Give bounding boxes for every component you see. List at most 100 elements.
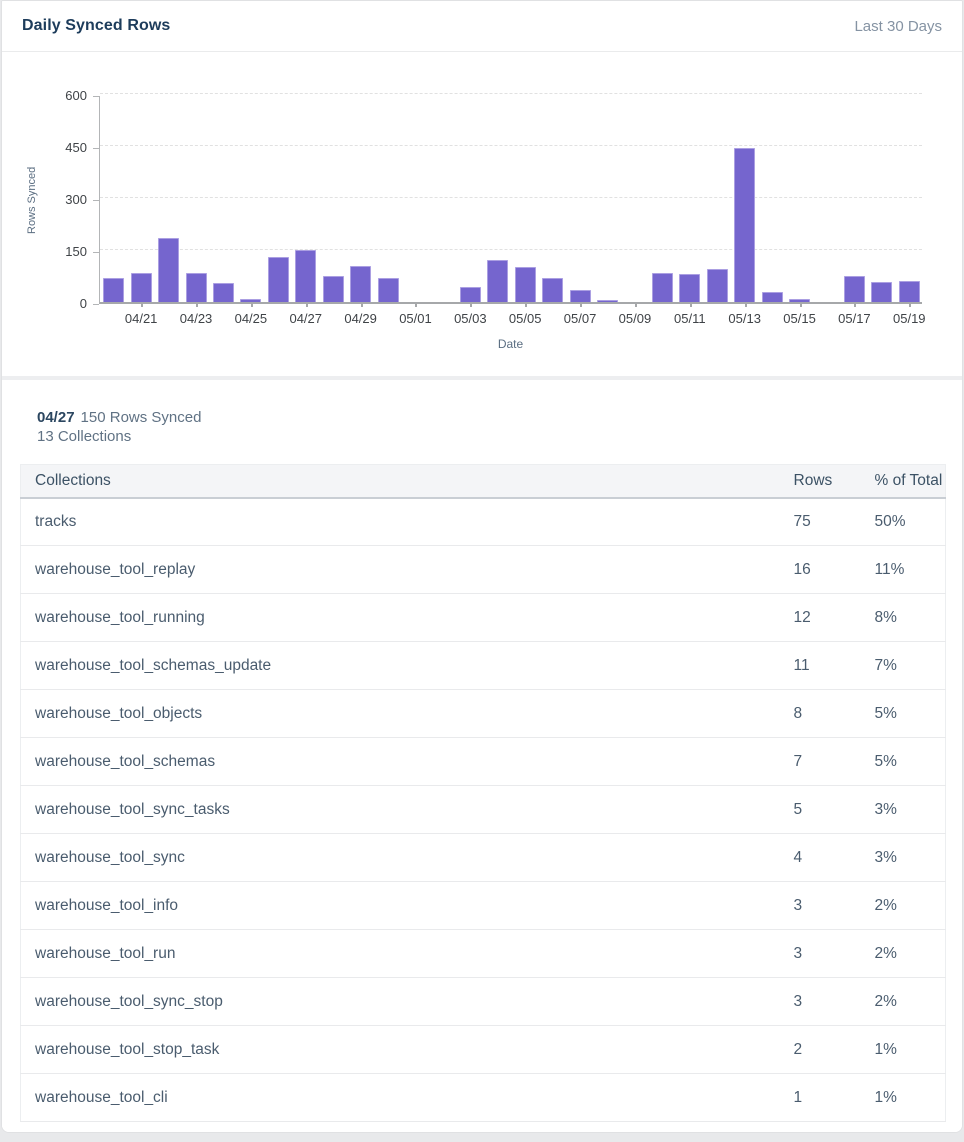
y-tick-label: 0: [79, 296, 87, 311]
table-row: warehouse_tool_sync 4 3%: [20, 833, 946, 882]
bar-04/29[interactable]: [350, 265, 372, 302]
bar-05/07[interactable]: [569, 289, 591, 302]
bar-04/21[interactable]: [130, 272, 152, 302]
table-header-row: Collections Rows % of Total: [20, 464, 946, 499]
gridline: [100, 93, 922, 94]
x-tick-label: 05/13: [728, 311, 761, 326]
x-tick-label: 05/09: [618, 311, 652, 326]
y-tick-label: 300: [65, 192, 87, 207]
day-summary: 04/27 150 Rows Synced 13 Collections: [37, 408, 201, 446]
collection-name-cell: warehouse_tool_schemas_update: [20, 641, 780, 690]
bar-05/05[interactable]: [514, 267, 536, 302]
column-header-pct-of-total: % of Total: [860, 464, 946, 499]
x-tick-label: 04/29: [344, 311, 377, 326]
pct-of-total-cell: 50%: [860, 497, 946, 546]
bar-04/30[interactable]: [377, 277, 399, 302]
table-row: tracks 75 50%: [20, 497, 946, 546]
collection-name-cell: warehouse_tool_running: [20, 593, 780, 642]
bar-04/24[interactable]: [212, 282, 234, 302]
rows-count-cell: 12: [779, 593, 861, 642]
collection-name-cell: warehouse_tool_sync_stop: [20, 977, 780, 1026]
x-tick-mark: [196, 302, 199, 307]
x-tick-mark: [909, 302, 912, 307]
pct-of-total-cell: 5%: [860, 689, 946, 738]
y-tick-label: 150: [65, 244, 87, 259]
pct-of-total-cell: 2%: [860, 881, 946, 930]
table-row: warehouse_tool_objects 8 5%: [20, 689, 946, 738]
bar-05/18[interactable]: [871, 281, 893, 302]
bar-04/26[interactable]: [267, 256, 289, 302]
y-tick-mark: [93, 148, 99, 149]
bar-05/12[interactable]: [706, 269, 728, 302]
bar-05/14[interactable]: [761, 291, 783, 302]
bar-05/13[interactable]: [734, 147, 756, 302]
bar-05/06[interactable]: [542, 277, 564, 302]
x-tick-mark: [360, 302, 363, 307]
x-tick-label: 05/15: [783, 311, 816, 326]
rows-count-cell: 2: [779, 1025, 861, 1074]
plot-area: 04/21 04/23 04/25 04/27 04/29 05/01 05/03 05/05…: [99, 93, 926, 326]
collection-name-cell: warehouse_tool_replay: [20, 545, 780, 594]
rows-count-cell: 7: [779, 737, 861, 786]
rows-count-cell: 3: [779, 977, 861, 1026]
x-tick-mark: [525, 302, 528, 307]
rows-count-cell: 5: [779, 785, 861, 834]
collection-name-cell: warehouse_tool_schemas: [20, 737, 780, 786]
bar-05/15[interactable]: [789, 298, 811, 302]
collections-table-body: tracks 75 50% warehouse_tool_replay 16 11% war…: [20, 497, 946, 1122]
bar-04/27[interactable]: [295, 250, 317, 302]
table-row: warehouse_tool_replay 16 11%: [20, 545, 946, 594]
x-tick-mark: [689, 302, 692, 307]
table-row: warehouse_tool_schemas_update 11 7%: [20, 641, 946, 690]
x-tick-mark: [634, 302, 637, 307]
x-tick-mark: [250, 302, 253, 307]
rows-count-cell: 1: [779, 1073, 861, 1122]
table-row: warehouse_tool_schemas 7 5%: [20, 737, 946, 786]
x-tick-mark: [305, 302, 308, 307]
day-collections-count-label: 13 Collections: [37, 428, 132, 445]
gridline: [100, 145, 922, 146]
y-tick-mark: [93, 252, 99, 253]
bar-05/03[interactable]: [459, 287, 481, 302]
y-tick-label: 450: [65, 140, 87, 155]
bar-04/25[interactable]: [240, 298, 262, 302]
bar-04/20[interactable]: [103, 277, 125, 302]
y-tick-mark: [93, 96, 99, 97]
rows-count-cell: 16: [779, 545, 861, 594]
card-header: Daily Synced Rows Last 30 Days: [2, 1, 962, 52]
collection-name-cell: warehouse_tool_sync_tasks: [20, 785, 780, 834]
bar-05/11[interactable]: [679, 274, 701, 302]
pct-of-total-cell: 7%: [860, 641, 946, 690]
x-tick-mark: [141, 302, 144, 307]
x-tick-label: 04/21: [124, 311, 158, 326]
bar-05/04[interactable]: [487, 260, 509, 302]
rows-count-cell: 4: [779, 833, 861, 882]
bar-04/23[interactable]: [185, 272, 207, 302]
x-tick-mark: [799, 302, 802, 307]
section-divider: [2, 376, 962, 380]
bar-04/28[interactable]: [322, 276, 344, 302]
bar-05/08[interactable]: [597, 300, 619, 302]
x-tick-label: 04/23: [179, 311, 213, 326]
collections-table: Collections Rows % of Total tracks 75 50% w…: [20, 464, 946, 1122]
pct-of-total-cell: 8%: [860, 593, 946, 642]
table-row: warehouse_tool_stop_task 2 1%: [20, 1025, 946, 1074]
gridline: [100, 197, 922, 198]
bar-04/22[interactable]: [158, 237, 180, 302]
table-row: warehouse_tool_cli 1 1%: [20, 1073, 946, 1122]
bar-05/10[interactable]: [651, 272, 673, 302]
x-axis-title: Date: [497, 337, 524, 351]
bar-05/19[interactable]: [898, 280, 920, 302]
x-tick-label: 05/07: [563, 311, 597, 326]
pct-of-total-cell: 3%: [860, 833, 946, 882]
pct-of-total-cell: 1%: [860, 1025, 946, 1074]
x-tick-label: 05/19: [893, 311, 926, 326]
collection-name-cell: warehouse_tool_info: [20, 881, 780, 930]
y-tick-mark: [93, 304, 99, 305]
x-tick-mark: [470, 302, 473, 307]
x-tick-label: 05/05: [508, 311, 542, 326]
rows-count-cell: 11: [779, 641, 861, 690]
bar-05/17[interactable]: [843, 276, 865, 302]
rows-count-cell: 3: [779, 929, 861, 978]
